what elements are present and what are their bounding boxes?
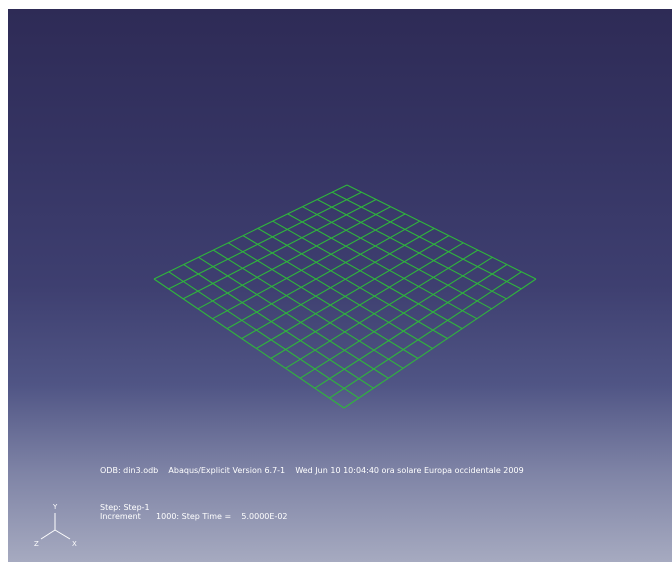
- mesh-line-v: [182, 199, 377, 300]
- increment-info-text: Increment 1000: Step Time = 5.0000E-02: [100, 512, 288, 521]
- step-info-text: Step: Step-1: [100, 503, 150, 512]
- mesh-line-u: [272, 220, 463, 330]
- mesh-line-v: [314, 264, 508, 389]
- mesh-line-v: [270, 242, 464, 359]
- axis-triad: Y X Z: [34, 503, 77, 548]
- mesh-line-v: [153, 184, 348, 280]
- mesh-line-u: [317, 199, 507, 300]
- mesh-line-u: [198, 256, 389, 379]
- triad-y-label: Y: [52, 503, 58, 511]
- mesh-line-v: [329, 271, 522, 399]
- mesh-line-u: [183, 264, 374, 389]
- mesh-line-v: [168, 191, 362, 290]
- mesh-line-u: [287, 213, 478, 320]
- mesh-line-v: [343, 278, 537, 409]
- mesh-line-u: [153, 278, 345, 409]
- mesh-lines: [153, 184, 537, 409]
- mesh-line-u: [242, 235, 433, 349]
- mesh-line-v: [285, 249, 479, 369]
- mesh-line-v: [299, 256, 493, 379]
- mesh-wireframe: [153, 184, 537, 409]
- triad-z-axis: [40, 529, 56, 540]
- mesh-line-u: [302, 206, 492, 310]
- mesh-line-u: [168, 271, 360, 399]
- mesh-line-v: [212, 213, 406, 320]
- mesh-line-u: [331, 191, 522, 290]
- odb-info-text: ODB: din3.odb Abaqus/Explicit Version 6.…: [100, 466, 524, 475]
- mesh-line-u: [227, 242, 419, 359]
- mesh-line-v: [241, 227, 435, 339]
- mesh-line-v: [226, 220, 420, 330]
- mesh-line-u: [213, 249, 404, 369]
- triad-x-label: X: [72, 540, 77, 548]
- mesh-line-u: [346, 184, 537, 280]
- mesh-line-v: [256, 235, 450, 349]
- triad-x-axis: [54, 529, 71, 540]
- triad-z-label: Z: [34, 540, 39, 548]
- viewport-3d[interactable]: ODB: din3.odb Abaqus/Explicit Version 6.…: [8, 9, 672, 562]
- mesh-line-v: [197, 206, 391, 310]
- mesh-line-u: [257, 227, 448, 339]
